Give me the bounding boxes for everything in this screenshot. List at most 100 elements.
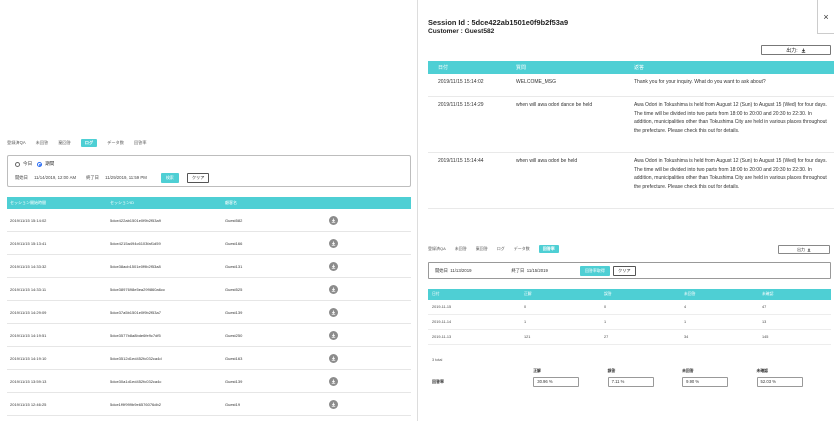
export-button[interactable]: 出力: <box>761 45 831 55</box>
download-icon[interactable] <box>329 399 338 409</box>
table-header: セッション開始時間 セッションID 顧客名 <box>7 197 411 209</box>
rate-cell: 4 <box>684 305 687 309</box>
inner-export-button[interactable]: 出力 <box>778 245 830 254</box>
rate-cell: 1 <box>524 320 527 324</box>
radio-today-label: 今日 <box>23 161 33 166</box>
inner-end-date[interactable]: 終了日 11/15/2019 <box>511 267 548 273</box>
tab-registered-qa[interactable]: 登録済QA <box>428 246 446 251</box>
log-question: when will awa odori dance be held <box>516 102 593 108</box>
search-button[interactable]: 検索 <box>160 173 179 183</box>
session-start-time: 2019/11/15 14:19:51 <box>10 332 47 338</box>
tab-data-count[interactable]: データ数 <box>513 246 530 251</box>
table-row: 2019/11/15 14:33:11 5dce3897698e5ea299860… <box>7 278 411 301</box>
period-radio-group: 今日 期間 <box>15 161 54 167</box>
log-page: 登録済QA 未回答 棄回答 ログ データ数 回答率 今日 期間 開始日 11/1… <box>7 139 411 416</box>
download-icon[interactable] <box>329 284 338 294</box>
tab-rejected[interactable]: 棄回答 <box>58 140 71 145</box>
session-id-cell: 5dce3577b8a8bde6fe9c7df5 <box>110 332 161 338</box>
radio-period[interactable] <box>37 161 43 167</box>
tab-data-count[interactable]: データ数 <box>107 140 124 145</box>
table-row: 2019/11/15 15:13:41 5dce4215a494c6103faf1… <box>7 232 411 255</box>
tab-unanswered[interactable]: 未回答 <box>454 246 467 251</box>
customer-name-cell: Guest139 <box>225 309 243 315</box>
rate-correct-value: 30.96 % <box>533 376 580 387</box>
aggregate-button[interactable]: 回答率取得 <box>579 265 610 276</box>
log-header-question: 質問 <box>516 65 527 71</box>
log-question: when will awa odori be held <box>516 158 578 164</box>
start-date-field[interactable]: 11/14/2019, 12:00 AM <box>34 175 77 180</box>
rate-cell: 47 <box>762 305 767 309</box>
header-session-id: セッションID <box>110 200 134 205</box>
download-icon[interactable] <box>329 376 338 386</box>
header-unconfirmed: 未確認 <box>762 292 774 296</box>
rate-table-body: 2019-11-15 0 0 4 47 2019-11-14 1 1 1 13 2019-11-13… <box>428 300 831 345</box>
table-row: 2019/11/15 14:29:09 5dce37a5b1501e0f9b2f5… <box>7 301 411 324</box>
rate-unanswered-value: 9.90 % <box>682 376 729 387</box>
session-id-cell: 5dce1f9f999b9e6576076db2 <box>110 401 161 407</box>
rate-wrong-value: 7.11 % <box>607 376 654 387</box>
customer-name-cell: Guest166 <box>225 240 243 246</box>
clear-button[interactable]: クリア <box>186 173 210 183</box>
customer-name-cell: Guest250 <box>225 332 243 338</box>
tab-unanswered[interactable]: 未回答 <box>35 140 49 145</box>
tab-log[interactable]: ログ <box>80 139 98 147</box>
download-icon[interactable] <box>329 330 338 340</box>
session-id-cell: 5dce38acb1501e0f9b2f53a8 <box>110 263 161 269</box>
rate-cell: 34 <box>684 335 689 339</box>
header-date: 日付 <box>432 292 440 296</box>
session-start-time: 2019/11/15 15:14:02 <box>10 217 47 223</box>
download-icon[interactable] <box>329 215 338 225</box>
rate-label-wrong: 誤答 <box>607 368 616 373</box>
session-id-cell: 5dce422ab1501e0f9b2f53a9 <box>110 217 161 223</box>
session-id-cell: 5dce4215a494c6103faf1d59 <box>110 240 161 246</box>
total-count: 3 total <box>432 358 443 362</box>
rate-cell: 121 <box>524 335 531 339</box>
answer-rate-label: 回答率 <box>432 378 444 384</box>
download-icon[interactable] <box>329 238 338 248</box>
rate-label-unanswered: 未回答 <box>682 368 694 373</box>
download-icon[interactable] <box>329 307 338 317</box>
rate-cell: 1 <box>684 320 687 324</box>
log-question: WELCOME_MSG <box>516 79 557 85</box>
download-icon[interactable] <box>329 353 338 363</box>
download-icon[interactable] <box>329 261 338 271</box>
rate-label-correct: 正解 <box>533 368 541 373</box>
session-id-cell: 5dce30a1d1ed452fc032ca4c <box>110 378 162 384</box>
rate-cell: 13 <box>762 320 767 324</box>
rate-cell: 27 <box>604 335 609 339</box>
table-row: 2019/11/15 15:14:02 5dce422ab1501e0f9b2f5… <box>7 209 411 232</box>
table-row: 2019/11/15 12:46:25 5dce1f9f999b9e6576076… <box>7 393 411 416</box>
end-date-label: 終了日 11/29/2019, 11:59 PM <box>86 175 147 180</box>
customer-name-cell: Guest19 <box>225 401 241 407</box>
start-date-label: 開始日 11/14/2019, 12:00 AM <box>15 175 77 180</box>
table-row: 2019-11-15 0 0 4 47 <box>428 300 831 315</box>
customer-name-cell: Guest582 <box>225 217 243 223</box>
inner-clear-button[interactable]: クリア <box>612 265 636 276</box>
tab-registered-qa[interactable]: 登録済QA <box>7 140 26 145</box>
log-header-answer: 返答 <box>634 65 645 71</box>
log-row: 2019/11/15 15:14:44 when will awa odori … <box>428 153 834 209</box>
session-id-cell: 5dce37a5b1501e0f9b2f53a7 <box>110 309 161 315</box>
tab-answer-rate[interactable]: 回答率 <box>133 140 147 145</box>
log-date: 2019/11/15 15:14:29 <box>438 102 484 108</box>
customer-name: Customer : Guest582 <box>428 28 495 35</box>
tab-answer-rate[interactable]: 回答率 <box>538 245 559 253</box>
session-id-cell: 5dce3897698e5ea299860a6cc <box>110 286 165 292</box>
close-icon[interactable]: × <box>817 0 834 34</box>
table-row: 2019/11/15 14:33:32 5dce38acb1501e0f9b2f5… <box>7 255 411 278</box>
session-start-time: 2019/11/15 15:13:41 <box>10 240 47 246</box>
log-header-date: 日付 <box>438 65 449 71</box>
inner-start-date[interactable]: 開始日 11/13/2019 <box>435 267 472 273</box>
rate-cell: 2019-11-15 <box>432 305 452 309</box>
tab-rejected[interactable]: 棄回答 <box>475 246 488 251</box>
download-icon <box>801 48 805 53</box>
radio-today[interactable] <box>15 161 20 167</box>
session-start-time: 2019/11/15 14:33:32 <box>10 263 47 269</box>
customer-name-cell: Guest139 <box>225 378 243 384</box>
end-date-field[interactable]: 11/29/2019, 11:59 PM <box>105 175 147 180</box>
header-correct: 正解 <box>524 292 532 296</box>
date-filter-panel: 今日 期間 開始日 11/14/2019, 12:00 AM 終了日 11/29… <box>7 155 411 187</box>
log-answer: Thank you for your inquiry. What do you … <box>634 79 766 85</box>
radio-period-label: 期間 <box>45 161 55 166</box>
tab-log[interactable]: ログ <box>496 246 505 251</box>
